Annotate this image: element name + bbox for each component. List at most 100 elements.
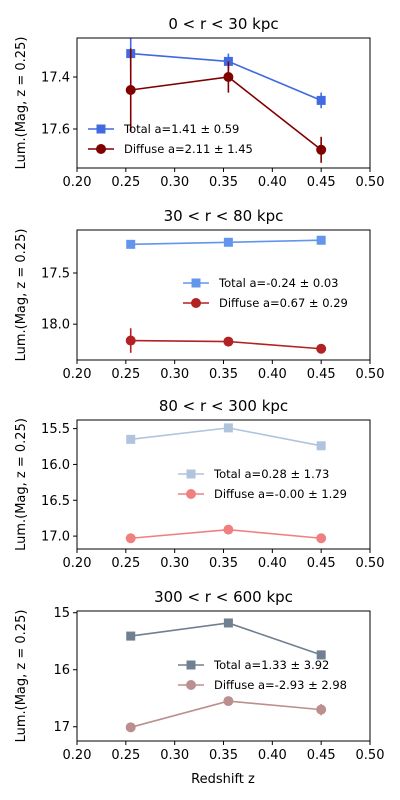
x-tick-label: 0.30 bbox=[160, 556, 189, 571]
legend-marker bbox=[186, 489, 196, 499]
x-tick-label: 0.20 bbox=[63, 367, 92, 382]
plot-area bbox=[125, 38, 327, 163]
chart-title: 0 < r < 30 kpc bbox=[168, 15, 278, 33]
data-point bbox=[126, 434, 136, 444]
data-point bbox=[316, 704, 327, 715]
x-tick-label: 0.45 bbox=[307, 367, 336, 382]
data-point bbox=[126, 239, 136, 249]
x-tick-label: 0.35 bbox=[209, 175, 238, 190]
legend-label: Total a=0.28 ± 1.73 bbox=[213, 467, 329, 481]
y-tick-label: 17.4 bbox=[41, 71, 70, 86]
y-tick-label: 17.5 bbox=[41, 266, 70, 281]
x-tick-label: 0.35 bbox=[209, 556, 238, 571]
data-point bbox=[316, 441, 326, 451]
x-tick-label: 0.20 bbox=[63, 175, 92, 190]
data-point bbox=[316, 95, 326, 105]
legend-label: Diffuse a=2.11 ± 1.45 bbox=[124, 142, 253, 156]
axes-frame bbox=[76, 229, 371, 361]
legend-label: Diffuse a=0.67 ± 0.29 bbox=[219, 296, 348, 310]
legend-marker bbox=[186, 680, 196, 690]
legend: Total a=0.28 ± 1.73 Diffuse a=-0.00 ± 1.2… bbox=[178, 467, 347, 501]
x-tick-label: 0.30 bbox=[160, 367, 189, 382]
data-point bbox=[223, 618, 233, 628]
series-total bbox=[126, 423, 326, 451]
x-tick-label: 0.25 bbox=[111, 175, 140, 190]
data-point bbox=[223, 336, 234, 347]
y-axis-label: Lum.(Mag, z = 0.25) bbox=[14, 418, 29, 551]
data-point bbox=[223, 524, 234, 535]
x-tick-label: 0.25 bbox=[111, 367, 140, 382]
x-tick-label: 0.20 bbox=[63, 556, 92, 571]
x-tick-label: 0.50 bbox=[356, 556, 385, 571]
legend-label: Total a=1.41 ± 0.59 bbox=[123, 122, 239, 136]
x-tick-label: 0.30 bbox=[160, 175, 189, 190]
y-tick-label: 17 bbox=[53, 720, 70, 735]
data-point bbox=[125, 335, 136, 346]
y-tick-label: 16.5 bbox=[41, 494, 70, 509]
legend-item-diffuse: Diffuse a=-2.93 ± 2.98 bbox=[178, 678, 347, 692]
series-diffuse bbox=[125, 524, 327, 544]
legend-item-total: Total a=1.33 ± 3.92 bbox=[178, 658, 329, 672]
data-point bbox=[223, 696, 234, 707]
y-tick-label: 16.0 bbox=[41, 458, 70, 473]
chart-panel-4: 300 < r < 600 kpc 0.20 0.25 0.30 0.35 0.40 0.4… bbox=[14, 588, 384, 763]
x-tick-label: 0.50 bbox=[356, 175, 385, 190]
legend-label: Diffuse a=-2.93 ± 2.98 bbox=[214, 678, 347, 692]
legend-item-total: Total a=-0.24 ± 0.03 bbox=[183, 276, 339, 290]
series-diffuse bbox=[125, 696, 327, 733]
data-point bbox=[223, 423, 233, 433]
y-tick-label: 15.5 bbox=[41, 422, 70, 437]
x-tick-label: 0.35 bbox=[209, 367, 238, 382]
x-tick-label: 0.45 bbox=[307, 175, 336, 190]
y-tick-label: 18.0 bbox=[41, 318, 70, 333]
x-tick-label: 0.45 bbox=[307, 556, 336, 571]
data-point bbox=[223, 237, 233, 247]
x-tick-label: 0.35 bbox=[209, 748, 238, 763]
y-tick-label: 17.6 bbox=[41, 123, 70, 138]
legend-marker bbox=[191, 298, 201, 308]
data-point bbox=[316, 533, 327, 544]
plot-area bbox=[125, 423, 327, 544]
legend-item-total: Total a=1.41 ± 0.59 bbox=[88, 122, 239, 136]
legend-item-diffuse: Diffuse a=-0.00 ± 1.29 bbox=[178, 487, 347, 501]
legend-marker bbox=[186, 469, 196, 479]
legend-item-diffuse: Diffuse a=0.67 ± 0.29 bbox=[183, 296, 348, 310]
data-point bbox=[223, 72, 234, 82]
chart-title: 80 < r < 300 kpc bbox=[159, 397, 288, 415]
chart-title: 30 < r < 80 kpc bbox=[164, 207, 284, 225]
x-tick-label: 0.25 bbox=[111, 748, 140, 763]
series-total bbox=[126, 618, 326, 660]
legend-label: Diffuse a=-0.00 ± 1.29 bbox=[214, 487, 347, 501]
x-tick-label: 0.45 bbox=[307, 748, 336, 763]
x-tick-label: 0.30 bbox=[160, 748, 189, 763]
data-point bbox=[125, 85, 136, 95]
data-point bbox=[316, 144, 327, 155]
chart-title: 300 < r < 600 kpc bbox=[154, 588, 293, 606]
legend-item-diffuse: Diffuse a=2.11 ± 1.45 bbox=[88, 142, 253, 156]
y-tick-label: 16 bbox=[53, 663, 70, 678]
y-axis-label: Lum.(Mag, z = 0.25) bbox=[14, 37, 29, 170]
y-axis-label: Lum.(Mag, z = 0.25) bbox=[14, 610, 29, 743]
x-tick-label: 0.50 bbox=[356, 367, 385, 382]
x-axis-label: Redshift z bbox=[191, 772, 255, 787]
legend-label: Total a=-0.24 ± 0.03 bbox=[218, 276, 339, 290]
data-point bbox=[316, 343, 327, 354]
legend-label: Total a=1.33 ± 3.92 bbox=[213, 658, 329, 672]
plot-area bbox=[125, 618, 327, 733]
legend: Total a=1.33 ± 3.92 Diffuse a=-2.93 ± 2.9… bbox=[178, 658, 347, 692]
legend-marker bbox=[96, 124, 106, 134]
data-point bbox=[316, 235, 326, 245]
axes-frame bbox=[76, 610, 371, 742]
chart-panel-3: 80 < r < 300 kpc 0.20 0.25 0.30 0.35 0.40 0.45… bbox=[14, 397, 384, 571]
legend-marker bbox=[186, 660, 196, 670]
legend-marker bbox=[191, 278, 201, 288]
legend: Total a=1.41 ± 0.59 Diffuse a=2.11 ± 1.45 bbox=[88, 122, 253, 156]
chart-panel-1: 0 < r < 30 kpc 0.20 0.25 0.30 0.35 0.40 0.45 0.… bbox=[14, 15, 384, 190]
chart-panel-2: 30 < r < 80 kpc 0.20 0.25 0.30 0.35 0.40 0.45 0… bbox=[14, 207, 384, 382]
series-line bbox=[130, 622, 322, 656]
legend-item-total: Total a=0.28 ± 1.73 bbox=[178, 467, 329, 481]
x-tick-label: 0.40 bbox=[258, 556, 287, 571]
y-tick-label: 17.0 bbox=[41, 530, 70, 545]
series-total bbox=[126, 235, 326, 249]
x-tick-label: 0.50 bbox=[356, 748, 385, 763]
